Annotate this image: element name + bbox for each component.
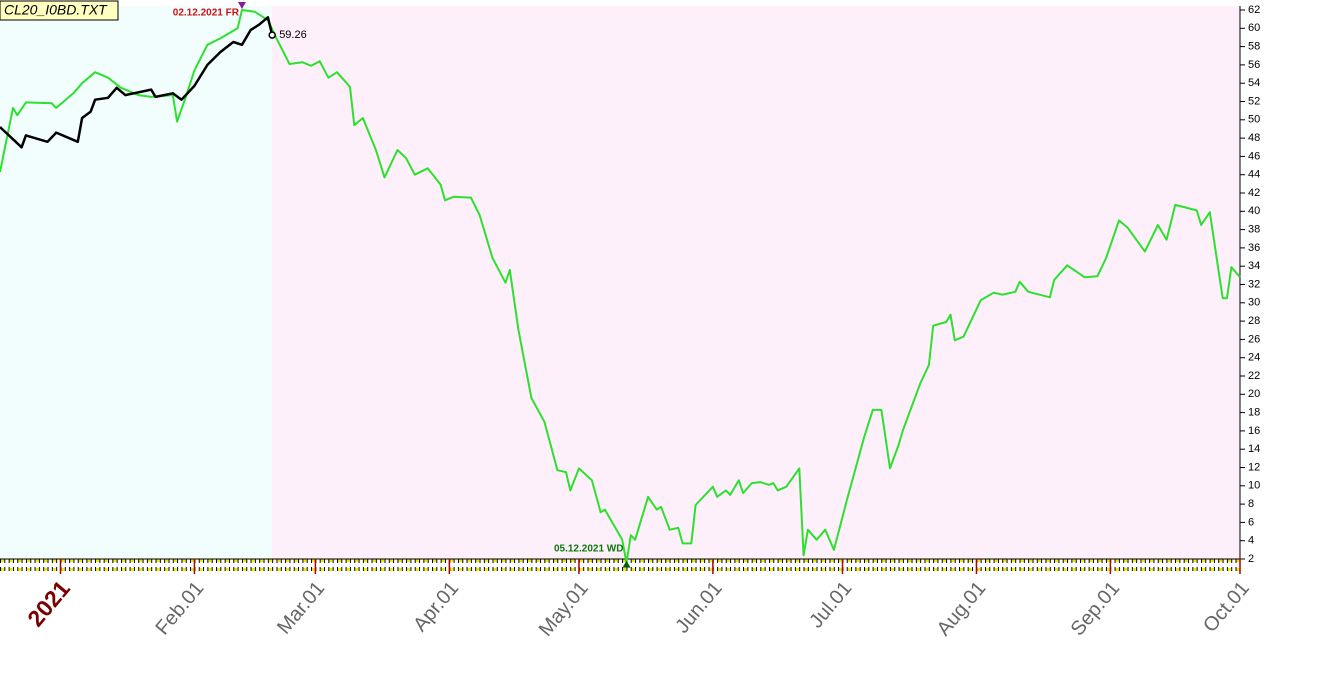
- y-tick-label: 50: [1248, 114, 1260, 126]
- y-tick-label: 12: [1248, 461, 1260, 473]
- y-tick-label: 38: [1248, 224, 1260, 236]
- y-tick-label: 52: [1248, 95, 1260, 107]
- day-tick-strip: [0, 559, 1240, 571]
- x-tick-label: 2021: [22, 575, 75, 631]
- x-tick-label: Sep.01: [1067, 577, 1125, 640]
- y-tick-label: 60: [1248, 22, 1260, 34]
- series-line: [0, 16, 274, 149]
- y-tick-label: 54: [1248, 77, 1260, 89]
- x-tick-label: Jun.01: [671, 577, 726, 637]
- x-tick-label: Aug.01: [933, 577, 991, 640]
- y-tick-label: 18: [1248, 407, 1260, 419]
- y-tick-label: 4: [1248, 535, 1254, 547]
- forecast-background: [272, 6, 1240, 559]
- y-tick-label: 36: [1248, 242, 1260, 254]
- y-tick-label: 44: [1248, 169, 1260, 181]
- annotation-label: 05.12.2021 WD: [554, 543, 624, 554]
- x-tick-label: Apr.01: [409, 577, 463, 635]
- series-line: [0, 9, 1241, 564]
- annotation-arrow: [622, 560, 631, 568]
- history-background: [0, 6, 272, 559]
- y-tick-label: 34: [1248, 260, 1260, 272]
- last-value-marker: [268, 31, 276, 39]
- y-tick-label: 24: [1248, 352, 1260, 364]
- y-tick-label: 42: [1248, 187, 1260, 199]
- chart-title: CL20_I0BD.TXT: [4, 2, 108, 18]
- x-tick-label: Feb.01: [151, 577, 208, 639]
- y-tick-label: 16: [1248, 425, 1260, 437]
- y-tick-label: 56: [1248, 59, 1260, 71]
- x-tick-label: Jul.01: [805, 577, 856, 632]
- x-tick-label: Oct.01: [1199, 577, 1254, 636]
- y-tick-label: 8: [1248, 498, 1254, 510]
- y-tick-label: 32: [1248, 278, 1260, 290]
- y-tick-label: 62: [1248, 4, 1260, 16]
- x-tick-label: May.01: [535, 577, 593, 640]
- y-tick-label: 26: [1248, 333, 1260, 345]
- y-tick-label: 22: [1248, 370, 1260, 382]
- y-tick-label: 28: [1248, 315, 1260, 327]
- y-tick-label: 20: [1248, 388, 1260, 400]
- last-value-label: 59.26: [279, 29, 307, 41]
- y-tick-label: 46: [1248, 150, 1260, 162]
- x-tick-label: Mar.01: [273, 577, 329, 638]
- title-box: [0, 0, 119, 21]
- annotation-arrow: [237, 2, 246, 9]
- y-tick-label: 14: [1248, 443, 1260, 455]
- y-tick-label: 6: [1248, 516, 1254, 528]
- y-tick-label: 40: [1248, 205, 1260, 217]
- y-tick-label: 2: [1248, 553, 1254, 565]
- annotation-label: 02.12.2021 FR: [173, 8, 240, 19]
- y-tick-label: 58: [1248, 41, 1260, 53]
- y-tick-label: 48: [1248, 132, 1260, 144]
- y-tick-label: 10: [1248, 480, 1260, 492]
- y-tick-label: 30: [1248, 297, 1260, 309]
